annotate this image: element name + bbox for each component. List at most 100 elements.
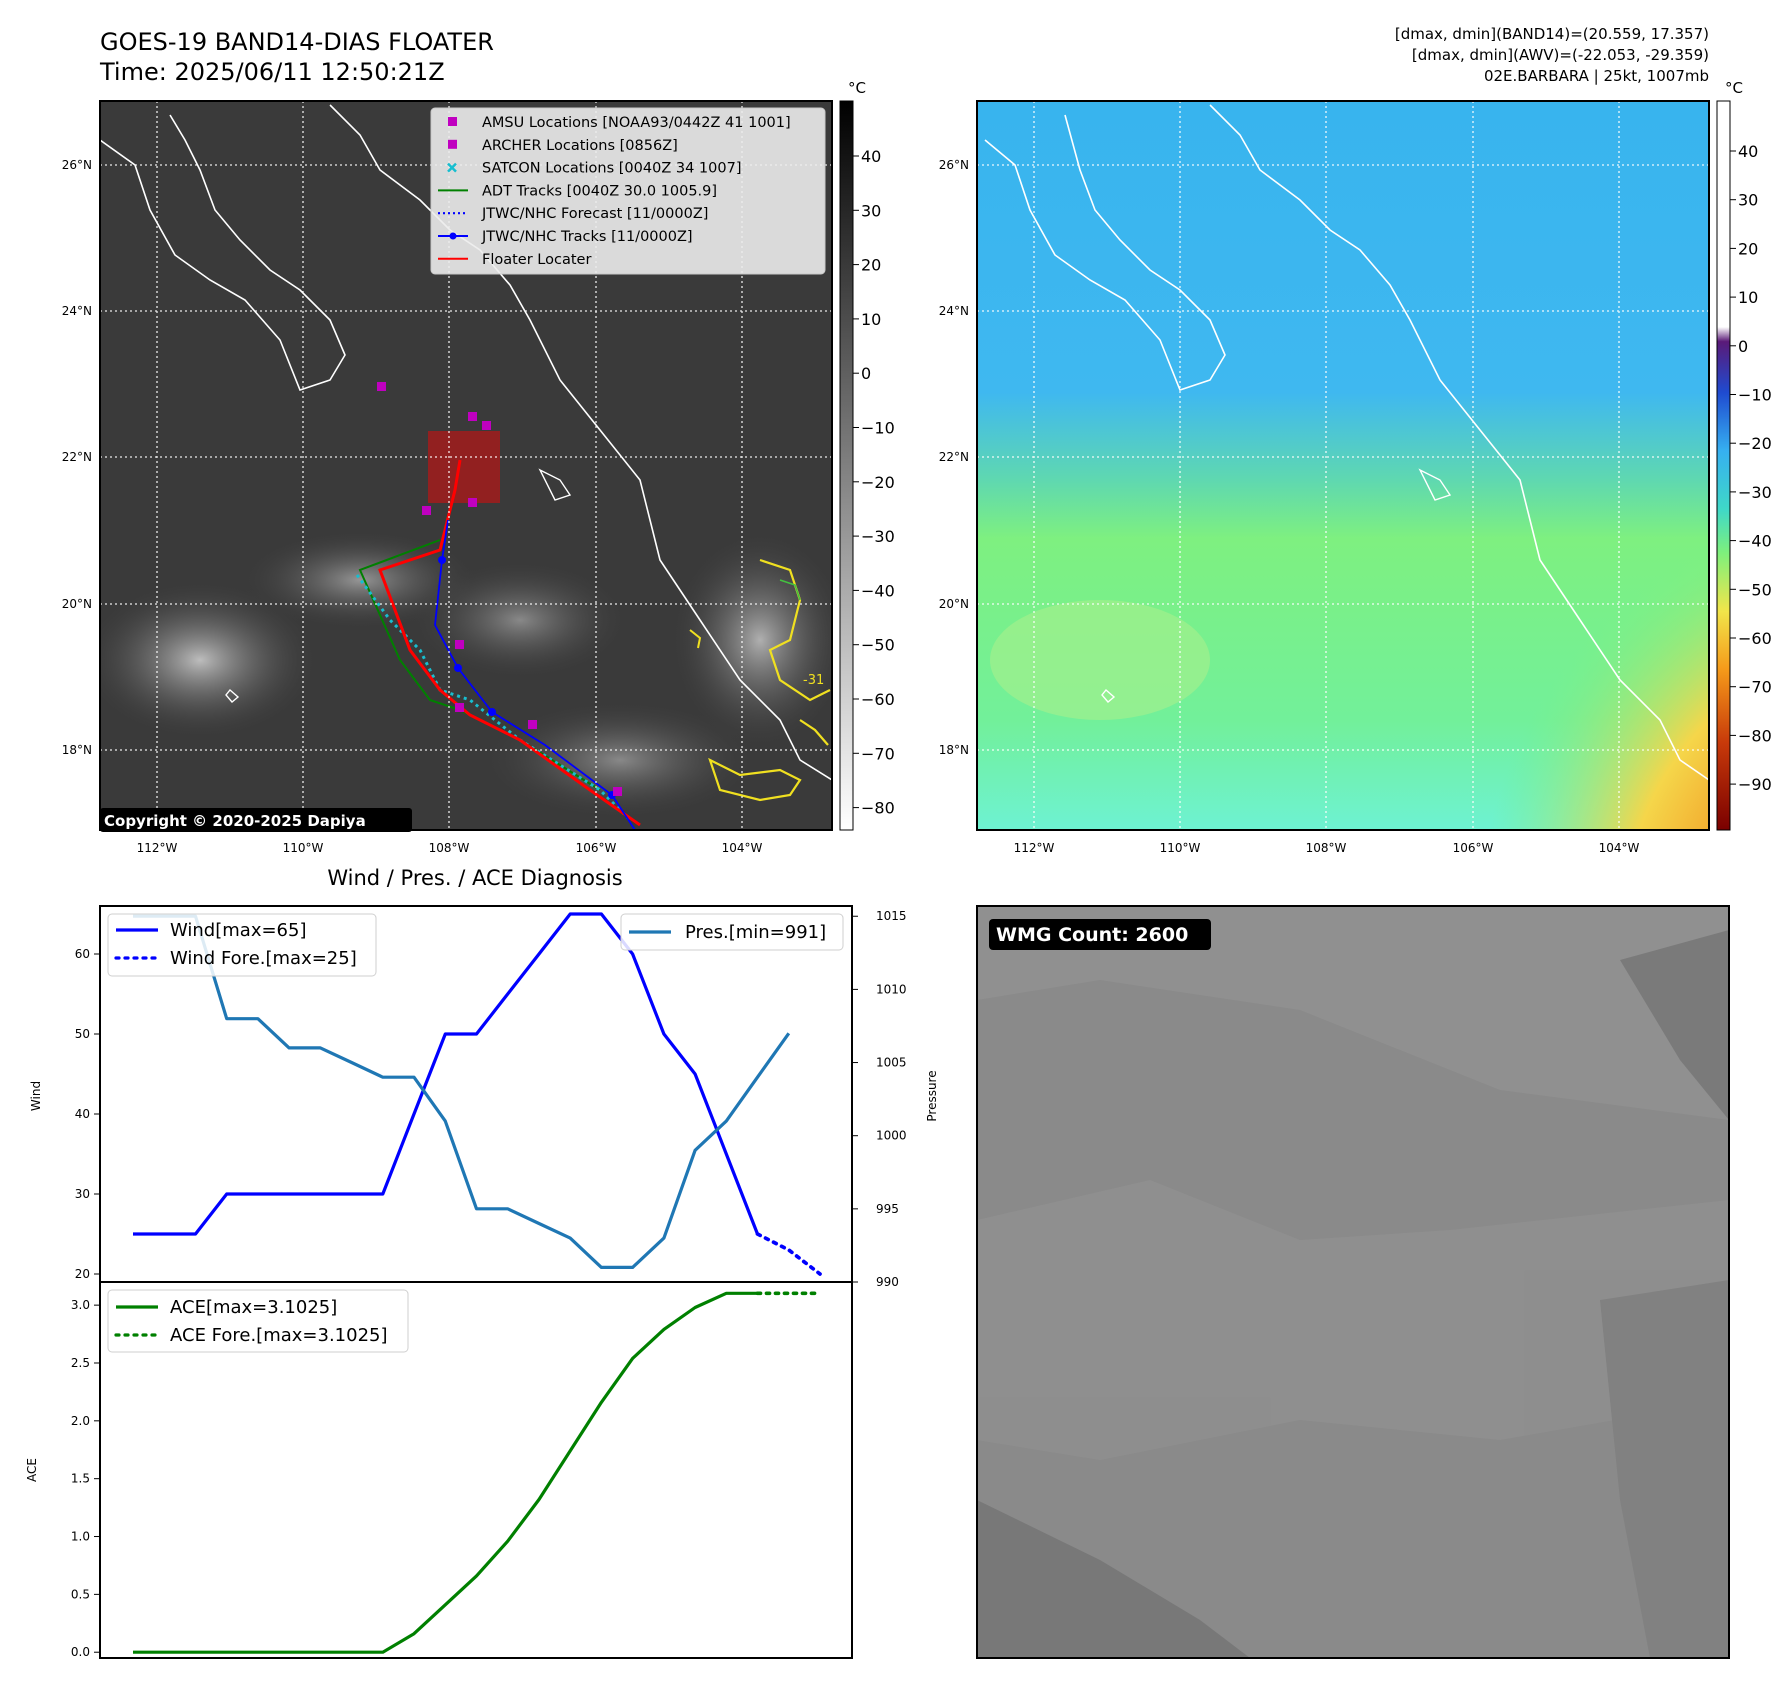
floater-track (378, 459, 641, 827)
ace-series-line-0 (133, 1291, 758, 1654)
y-tick-label-right: 995 (876, 1202, 899, 1216)
archer-marker (455, 703, 464, 712)
lat-tick-label: 20°N (939, 597, 969, 611)
lon-tick-label: 110°W (283, 841, 324, 855)
colorbar-tick-label: −40 (1738, 532, 1772, 551)
colorbar-tick-label: 0 (1738, 337, 1748, 356)
legend-dot-marker (449, 232, 457, 240)
wv-colorbar: °C 40 30 20 10 0 −10 −20 −30 −40 −50 −60 −70 −80 −90 (1716, 79, 1772, 831)
ace-legend: ACE[max=3.1025] ACE Fore.[max=3.1025] (107, 1289, 409, 1353)
colorbar-tick-label: 0 (861, 364, 871, 383)
legend-entry: AMSU Locations [NOAA93/0442Z 41 1001] (448, 115, 791, 131)
colorbar-tick-label: −70 (1738, 678, 1772, 697)
copyright-text: Copyright © 2020-2025 Dapiya (104, 812, 366, 830)
legend-label: ARCHER Locations [0856Z] (482, 138, 678, 154)
y-tick-label-right: 1000 (876, 1129, 907, 1143)
wv-map-panel (976, 100, 1710, 831)
legend-box (107, 913, 377, 977)
legend-label: JTWC/NHC Tracks [11/0000Z] (481, 229, 693, 245)
legend-square-marker (448, 139, 457, 149)
archer-marker (455, 640, 464, 649)
wind-pressure-plot: 20 30 40 50 60 990 995 1000 1005 1010 1015 Wind[max… (29, 905, 939, 1289)
legend-label: ACE Fore.[max=3.1025] (170, 1325, 388, 1346)
legend-entry: JTWC/NHC Forecast [11/0000Z] (438, 206, 708, 222)
wmg-count-badge: WMG Count: 2600 (996, 924, 1188, 946)
lat-tick-label: 24°N (939, 304, 969, 318)
colorbar-tick-label: −50 (1738, 580, 1772, 599)
legend-box (620, 913, 844, 951)
ace-plot: 0.0 0.5 1.0 1.5 2.0 2.5 3.0 ACE[max=3.1025] ACE … (25, 1281, 853, 1659)
legend-label: AMSU Locations [NOAA93/0442Z 41 1001] (482, 115, 791, 131)
lat-tick-label: 26°N (939, 158, 969, 172)
lon-tick-label: 104°W (1599, 841, 1640, 855)
ir-colorbar: °C 40 30 20 10 0 −10 −20 −30 −40 −50 −60 −70 −80 (839, 79, 895, 831)
ace-ylabel: ACE (25, 1458, 39, 1482)
colorbar-tick-label: 30 (861, 201, 881, 220)
wmg-panel: WMG Count: 2600 (976, 905, 1730, 1659)
lat-tick-label: 24°N (62, 304, 92, 318)
lon-tick-label: 110°W (1160, 841, 1201, 855)
colorbar-tick-label: −20 (1738, 434, 1772, 453)
y-tick-label: 20 (75, 1267, 90, 1281)
archer-marker (422, 506, 431, 515)
info-storm: 02E.BARBARA | 25kt, 1007mb (1484, 67, 1709, 85)
series-line-2 (133, 914, 791, 1270)
series-line-0 (133, 912, 759, 1236)
ir-colorbar-unit: °C (848, 79, 866, 97)
ir-legend: AMSU Locations [NOAA93/0442Z 41 1001] ARC… (430, 107, 826, 275)
colorbar-tick-label: −80 (861, 799, 895, 818)
legend-box (107, 1289, 409, 1353)
legend-label: Pres.[min=991] (685, 922, 826, 943)
contour-label: -31 (803, 673, 824, 688)
lat-tick-label: 22°N (939, 450, 969, 464)
legend-label: Wind[max=65] (170, 920, 307, 941)
pressure-legend: Pres.[min=991] (620, 913, 844, 951)
nhc-track (434, 519, 636, 830)
lon-tick-label: 108°W (1306, 841, 1347, 855)
y-tick-label: 2.5 (71, 1356, 90, 1370)
archer-marker (468, 498, 477, 507)
colorbar-tick-label: −70 (861, 744, 895, 763)
amsu-marker (377, 382, 386, 391)
legend-label: JTWC/NHC Forecast [11/0000Z] (481, 206, 708, 222)
lon-tick-label: 106°W (576, 841, 617, 855)
pressure-ylabel: Pressure (925, 1070, 939, 1121)
lat-tick-label: 26°N (62, 158, 92, 172)
colorbar-tick-label: −30 (1738, 483, 1772, 502)
y-tick-label: 1.5 (71, 1472, 90, 1486)
satcon-track (355, 574, 632, 822)
legend-entry: SATCON Locations [0040Z 34 1007] (447, 161, 741, 177)
legend-label: SATCON Locations [0040Z 34 1007] (482, 161, 741, 177)
colorbar-tick-label: −50 (861, 636, 895, 655)
y-tick-label: 0.5 (71, 1587, 90, 1601)
archer-marker (468, 412, 477, 421)
lat-tick-label: 18°N (62, 743, 92, 757)
colorbar-tick-label: −10 (1738, 386, 1772, 405)
legend-x-marker (447, 162, 457, 173)
y-tick-label-right: 1015 (876, 909, 907, 923)
y-tick-label-right: 990 (876, 1275, 899, 1289)
diag-title: Wind / Pres. / ACE Diagnosis (327, 866, 622, 890)
info-awv: [dmax, dmin](AWV)=(-22.053, -29.359) (1412, 46, 1709, 64)
archer-marker (482, 421, 491, 430)
lat-tick-label: 22°N (62, 450, 92, 464)
lon-tick-label: 112°W (137, 841, 178, 855)
legend-label: Wind Fore.[max=25] (170, 948, 357, 969)
legend-label: Floater Locater (482, 252, 591, 268)
y-tick-label-right: 1010 (876, 982, 907, 996)
lat-tick-label: 20°N (62, 597, 92, 611)
colorbar-tick-label: 30 (1738, 191, 1758, 210)
y-tick-label: 3.0 (71, 1298, 90, 1312)
figure-title: GOES-19 BAND14-DIAS FLOATER (100, 28, 494, 56)
floater-box (428, 431, 500, 503)
legend-label: ACE[max=3.1025] (170, 1297, 337, 1318)
wind-ylabel: Wind (29, 1081, 43, 1111)
y-tick-label: 40 (75, 1107, 90, 1121)
series-line-1 (755, 1232, 822, 1276)
archer-marker (528, 720, 537, 729)
colorbar-tick-label: −40 (861, 581, 895, 600)
colorbar-tick-label: 10 (861, 310, 881, 329)
y-tick-label: 0.0 (71, 1645, 90, 1659)
y-tick-label: 50 (75, 1027, 90, 1041)
legend-entry: ADT Tracks [0040Z 30.0 1005.9] (438, 183, 717, 199)
